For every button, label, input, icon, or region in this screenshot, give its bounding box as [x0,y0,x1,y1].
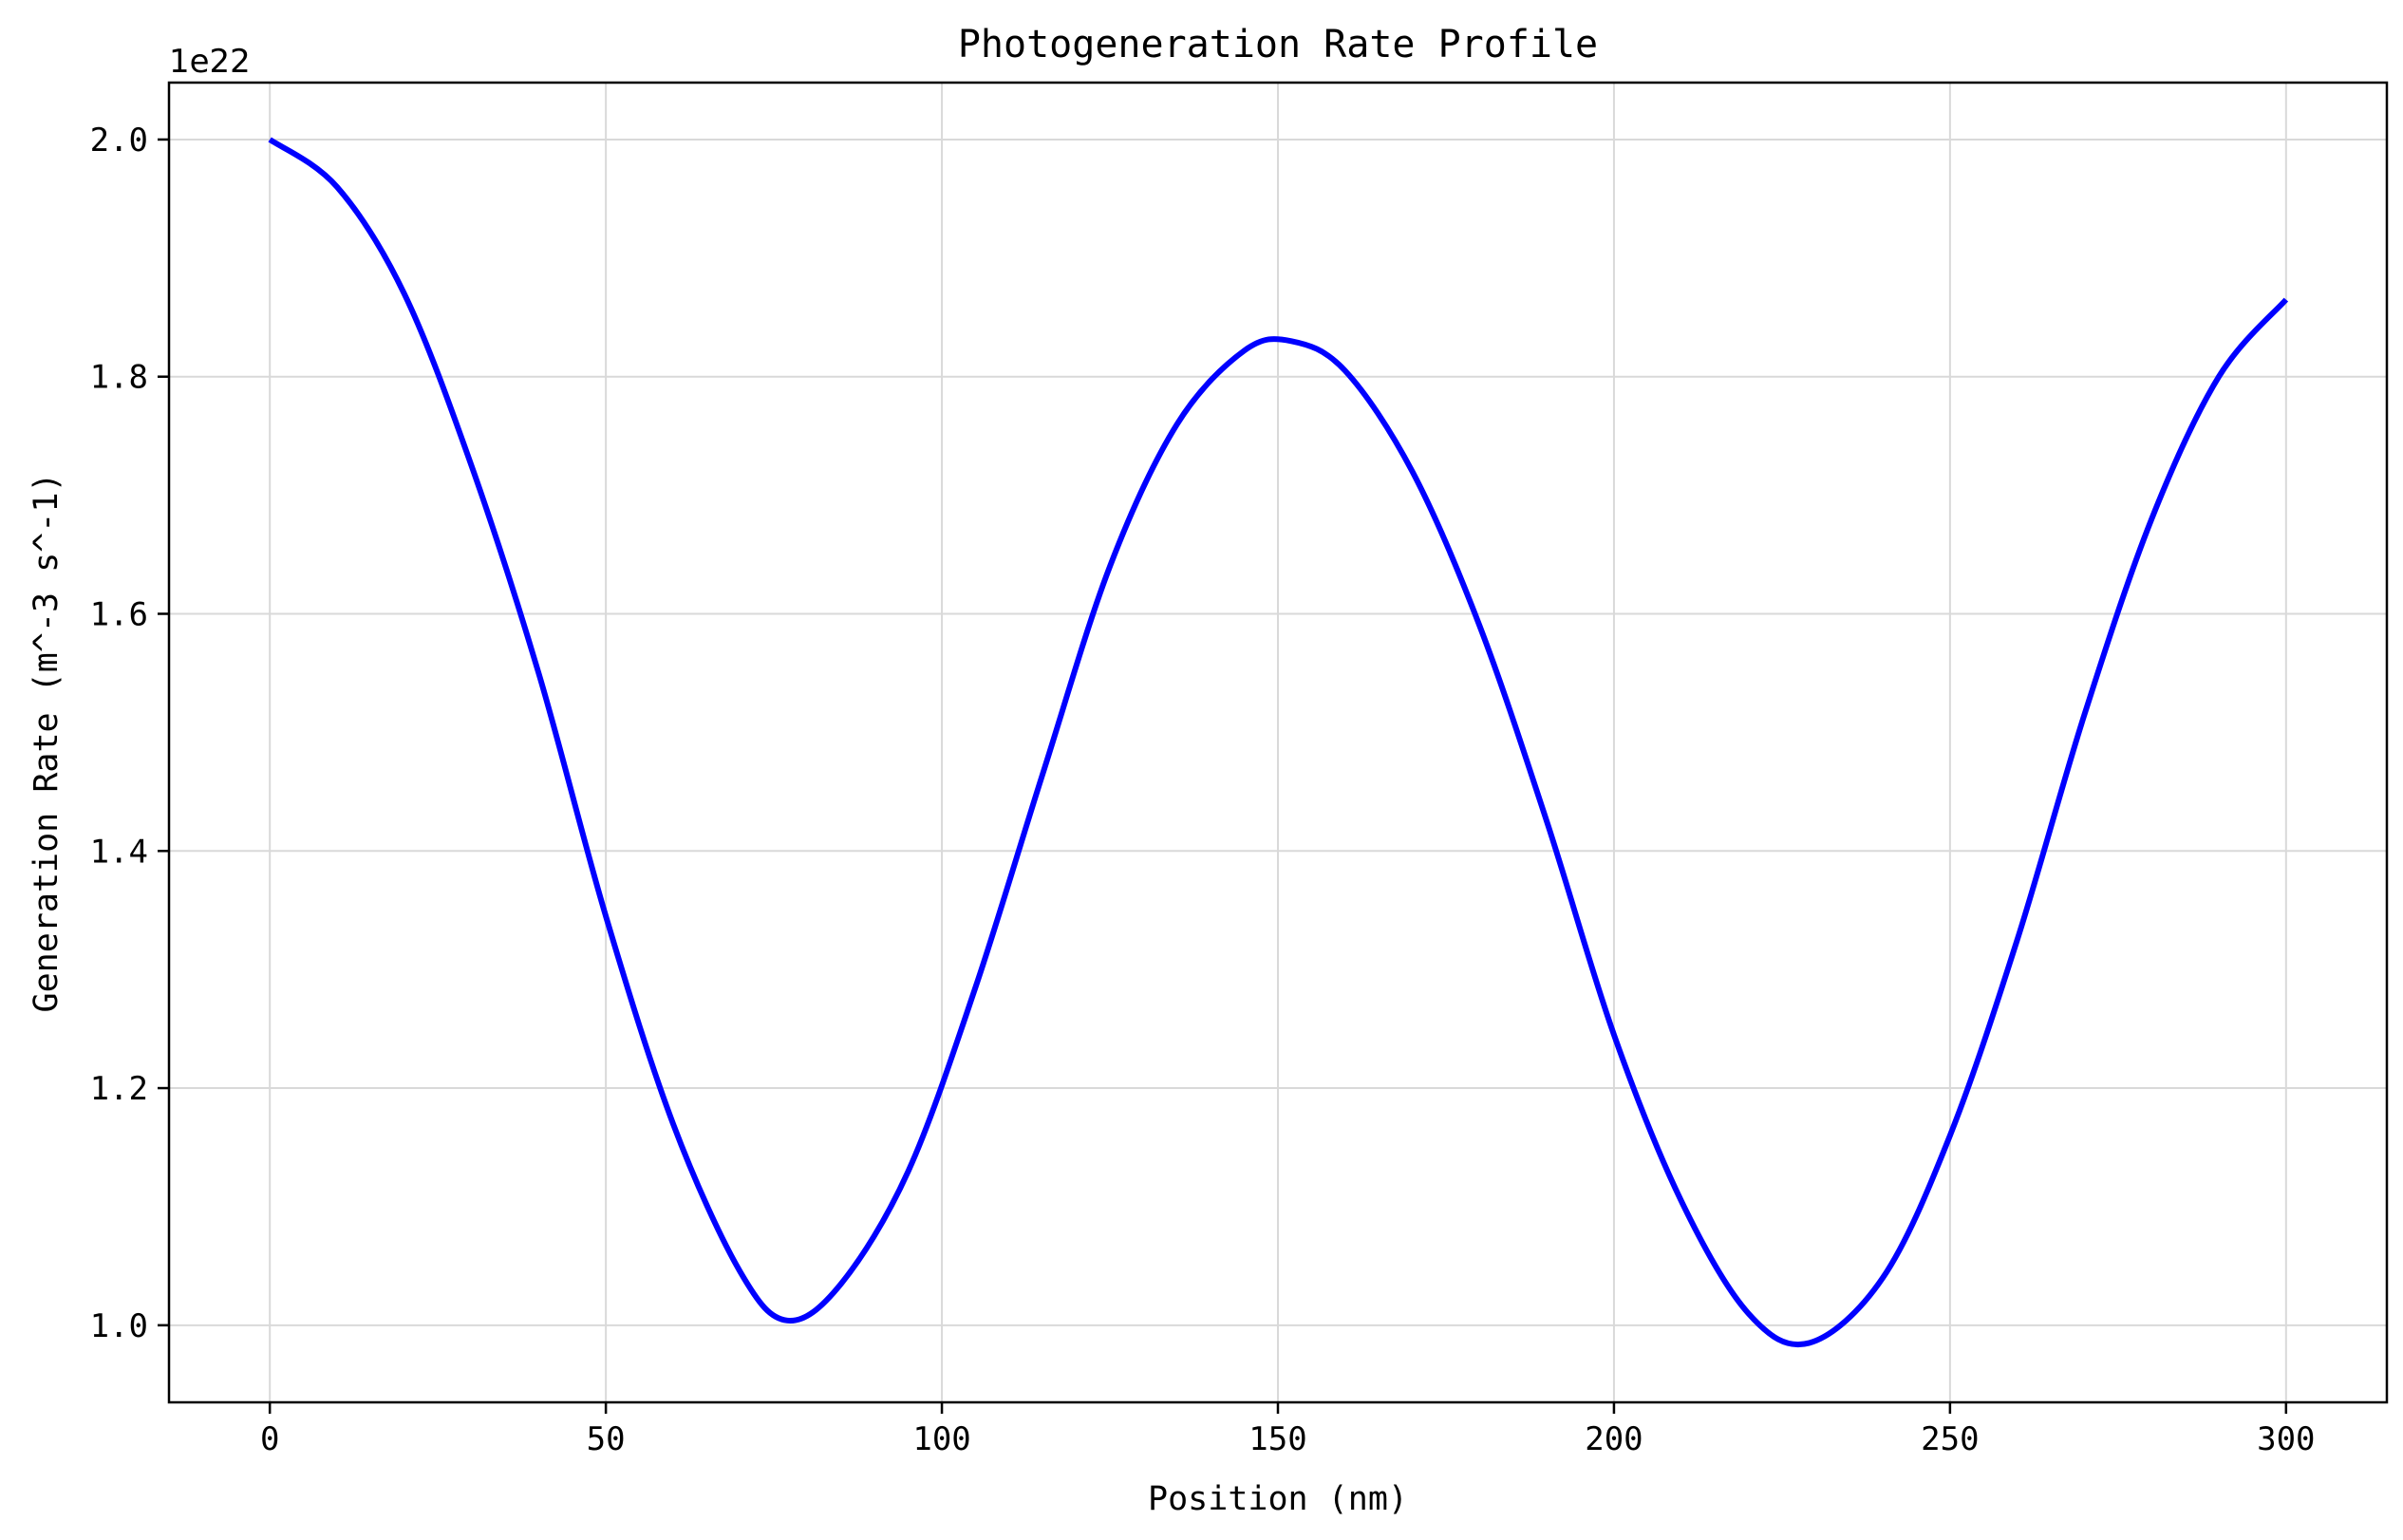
y-tick-label: 1.0 [90,1307,148,1345]
x-tick-label: 150 [1248,1420,1306,1458]
y-axis-offset-label: 1e22 [169,43,251,81]
x-axis-label: Position (nm) [1148,1480,1408,1518]
x-tick-label: 100 [912,1420,970,1458]
y-axis-label: Generation Rate (m^-3 s^-1) [28,473,66,1013]
y-tick-label: 1.6 [90,595,148,633]
x-tick-label: 250 [1921,1420,1979,1458]
y-tick-label: 2.0 [90,122,148,160]
series-line-0 [268,137,2289,1348]
x-tick-label: 300 [2257,1420,2315,1458]
y-axis-ticks: 1.0 1.2 1.4 1.6 1.8 2.0 [90,122,169,1345]
x-tick-label: 200 [1585,1420,1643,1458]
y-tick-label: 1.8 [90,359,148,397]
y-tick-label: 1.2 [90,1070,148,1108]
chart-title: Photogeneration Rate Profile [958,23,1598,66]
series-layer [268,137,2289,1348]
y-tick-label: 1.4 [90,833,148,871]
grid-lines [169,83,2387,1402]
x-axis-ticks: 0 50 100 150 200 250 300 [260,1402,2316,1458]
x-tick-label: 0 [260,1420,279,1458]
x-tick-label: 50 [587,1420,626,1458]
